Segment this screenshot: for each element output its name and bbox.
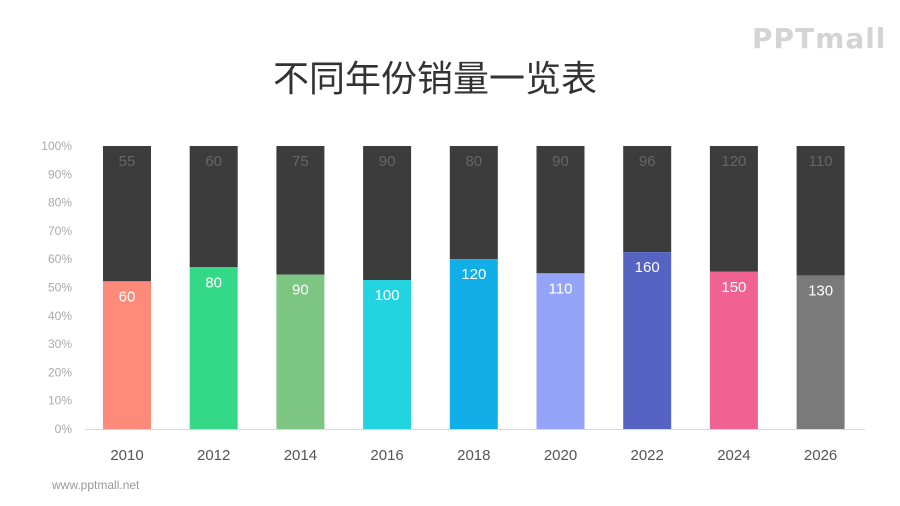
y-tick-label: 10% <box>48 394 72 408</box>
bar-segment-top <box>363 146 412 281</box>
data-label-bottom: 90 <box>292 282 309 299</box>
x-tick-label: 2018 <box>457 447 490 464</box>
bar-segment-bottom <box>536 273 585 429</box>
data-label-top: 75 <box>292 153 309 170</box>
bar-segment-bottom <box>623 252 672 429</box>
y-tick-label: 90% <box>48 167 72 181</box>
data-label-top: 55 <box>119 153 136 170</box>
y-tick-label: 50% <box>48 281 72 295</box>
x-tick-label: 2010 <box>110 447 143 464</box>
y-tick-label: 0% <box>55 422 73 436</box>
data-label-top: 60 <box>205 153 222 170</box>
data-label-bottom: 130 <box>808 283 833 300</box>
bar-segment-bottom <box>796 275 845 429</box>
y-tick-label: 20% <box>48 365 72 379</box>
logo: PPTmall <box>752 22 887 55</box>
data-label-bottom: 100 <box>375 287 400 304</box>
data-label-top: 90 <box>552 153 569 170</box>
data-label-top: 90 <box>379 153 396 170</box>
bar-segment-top <box>189 146 238 268</box>
data-label-top: 120 <box>721 153 746 170</box>
bar-segment-bottom <box>709 271 758 429</box>
data-label-bottom: 150 <box>721 279 746 296</box>
x-tick-label: 2026 <box>804 447 837 464</box>
y-tick-label: 30% <box>48 337 72 351</box>
footer-url: www.pptmall.net <box>52 478 140 492</box>
data-label-top: 80 <box>465 153 482 170</box>
x-tick-label: 2020 <box>544 447 577 464</box>
x-tick-label: 2014 <box>284 447 317 464</box>
bar-segment-top <box>536 146 585 274</box>
y-tick-label: 40% <box>48 309 72 323</box>
x-tick-label: 2016 <box>370 447 403 464</box>
bar-segment-bottom <box>363 280 412 429</box>
data-label-top: 96 <box>639 153 656 170</box>
bar-segment-bottom <box>276 274 325 429</box>
y-tick-label: 70% <box>48 224 72 238</box>
data-label-bottom: 60 <box>119 288 136 305</box>
y-tick-label: 100% <box>41 139 72 153</box>
data-label-bottom: 80 <box>205 274 222 291</box>
y-tick-label: 60% <box>48 252 72 266</box>
data-label-bottom: 120 <box>461 266 486 283</box>
bar-segment-top <box>709 146 758 272</box>
x-tick-label: 2024 <box>717 447 750 464</box>
bar-segment-top <box>449 146 498 260</box>
x-tick-label: 2012 <box>197 447 230 464</box>
bar-segment-bottom <box>449 259 498 429</box>
data-label-top: 110 <box>809 153 833 170</box>
bar-segment-top <box>276 146 325 275</box>
bar-segment-top <box>796 146 845 276</box>
bar-segment-bottom <box>103 281 151 429</box>
data-label-bottom: 110 <box>549 280 573 297</box>
data-label-bottom: 160 <box>635 259 660 276</box>
bar-segment-top <box>103 146 151 282</box>
bar-segment-top <box>623 146 672 253</box>
bar-segment-bottom <box>189 267 238 429</box>
chart-title: 不同年份销量一览表 <box>272 59 597 100</box>
x-tick-label: 2022 <box>631 447 664 464</box>
y-tick-label: 80% <box>48 196 72 210</box>
